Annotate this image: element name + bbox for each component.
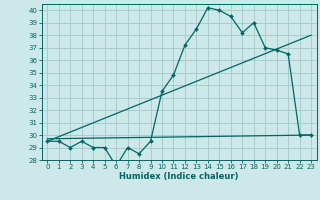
X-axis label: Humidex (Indice chaleur): Humidex (Indice chaleur): [119, 172, 239, 181]
